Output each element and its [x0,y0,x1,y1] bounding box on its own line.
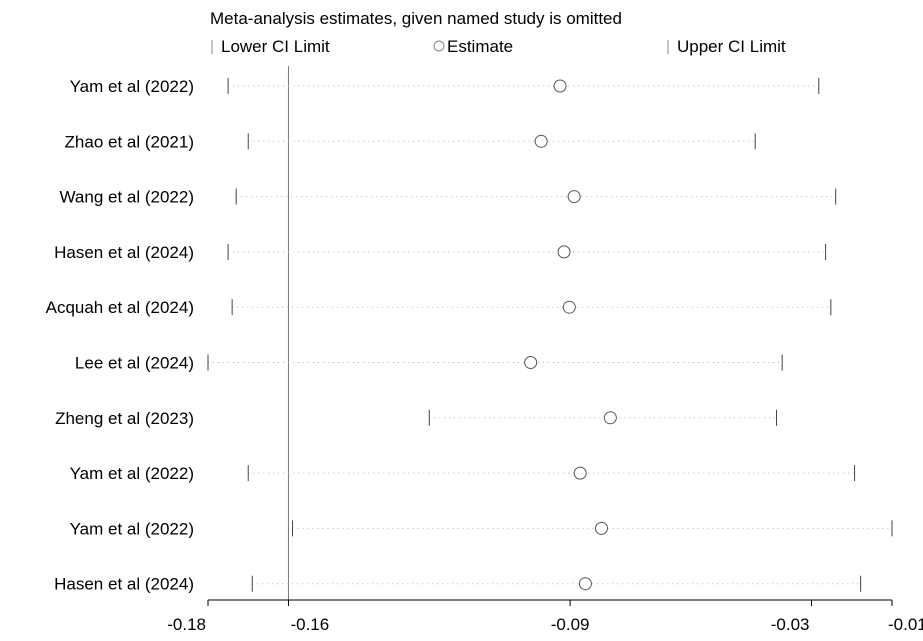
study-label: Hasen et al (2024) [54,575,194,594]
study-label: Hasen et al (2024) [54,243,194,262]
estimate-marker [595,521,609,535]
x-tick-label: -0.01 [888,615,923,634]
study-label: Yam et al (2022) [70,519,194,538]
estimate-marker [578,577,592,591]
study-label: Lee et al (2024) [75,354,194,373]
study-label: Yam et al (2022) [70,77,194,96]
legend-label: Estimate [447,37,513,56]
study-row: Zhao et al (2021) [65,132,756,151]
study-label: Yam et al (2022) [70,464,194,483]
legend-label: Upper CI Limit [677,37,786,56]
study-row: Yam et al (2022) [70,77,820,96]
study-row: Wang et al (2022) [60,188,837,207]
x-tick-label: -0.18 [167,615,206,634]
estimate-marker [553,79,567,93]
study-rows: Yam et al (2022) Zhao et al (2021) Wang et… [46,66,893,600]
x-axis: -0.18 -0.16 -0.09 -0.03 -0.01 [167,599,923,634]
estimate-marker [562,300,576,314]
study-row: Hasen et al (2024) [54,243,827,262]
legend-estimate-marker [433,40,445,52]
estimate-marker [524,356,538,369]
study-label: Zhao et al (2021) [65,132,194,151]
estimate-marker [534,134,548,148]
legend: Lower CI Limit Estimate Upper CI Limit [211,37,786,56]
study-row: Hasen et al (2024) [54,575,862,594]
study-row: Yam et al (2022) [70,464,856,483]
study-row: Yam et al (2022) [70,519,893,538]
legend-label: Lower CI Limit [221,37,330,56]
study-row: Zheng et al (2023) [55,409,778,428]
estimate-marker [567,190,581,204]
estimate-marker [557,245,571,259]
study-row: Lee et al (2024) [75,354,783,373]
chart-title: Meta-analysis estimates, given named stu… [210,9,622,28]
x-tick-label: -0.03 [771,615,810,634]
x-tick-label: -0.09 [551,615,590,634]
x-tick-label: -0.16 [290,615,329,634]
study-label: Acquah et al (2024) [46,298,194,317]
estimate-marker [603,411,617,425]
study-label: Zheng et al (2023) [55,409,194,428]
study-row: Acquah et al (2024) [46,298,832,317]
estimate-marker [573,466,587,480]
study-label: Wang et al (2022) [60,188,195,207]
